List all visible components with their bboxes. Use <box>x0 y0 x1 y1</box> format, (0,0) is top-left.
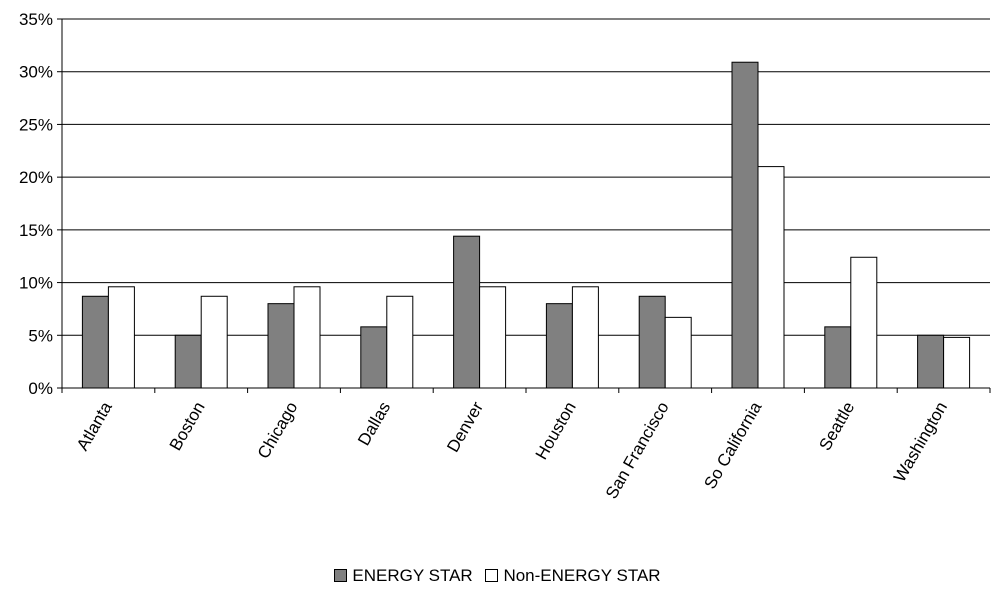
bar-non-energy-star <box>664 316 692 389</box>
y-tick-label: 5% <box>28 326 53 345</box>
y-tick-label: 20% <box>19 168 53 187</box>
legend: ENERGY STAR Non-ENERGY STAR <box>0 566 995 586</box>
bar-energy-star <box>81 295 109 389</box>
x-tick-label: Houston <box>532 399 580 463</box>
x-axis-tick-marks <box>61 388 991 393</box>
bar-energy-star <box>731 61 759 389</box>
bar-non-energy-star <box>943 336 971 389</box>
bar-energy-star <box>360 326 388 389</box>
y-axis-tick-labels: 0% 5% 10% 15% 20% 25% 30% 35% <box>19 10 53 398</box>
legend-label-non-energy-star: Non-ENERGY STAR <box>503 566 661 585</box>
bar-non-energy-star <box>107 286 135 389</box>
legend-label-energy-star: ENERGY STAR <box>352 566 473 585</box>
bar-energy-star <box>545 303 573 389</box>
x-tick-label: Chicago <box>254 399 302 463</box>
bar-non-energy-star <box>850 256 878 389</box>
legend-item-energy-star: ENERGY STAR <box>334 566 473 586</box>
bar-non-energy-star <box>479 286 507 389</box>
bar-non-energy-star <box>571 286 599 389</box>
x-axis-tick-labels: Atlanta Boston Chicago Dallas Denver Houston S… <box>73 398 951 502</box>
x-tick-label: Washington <box>890 399 951 486</box>
bar-energy-star <box>824 326 852 389</box>
y-tick-label: 35% <box>19 10 53 29</box>
x-tick-label: San Francisco <box>602 399 673 503</box>
x-tick-label: So California <box>700 398 765 492</box>
y-tick-label: 10% <box>19 274 53 293</box>
y-tick-label: 0% <box>28 379 53 398</box>
bars <box>81 61 971 389</box>
bar-energy-star <box>267 303 295 389</box>
bar-energy-star <box>174 334 202 389</box>
y-tick-label: 15% <box>19 221 53 240</box>
bar-non-energy-star <box>200 295 228 389</box>
legend-item-non-energy-star: Non-ENERGY STAR <box>485 566 661 586</box>
bar-energy-star <box>638 295 666 389</box>
x-tick-label: Atlanta <box>73 398 116 454</box>
x-tick-label: Seattle <box>815 399 858 454</box>
bar-non-energy-star <box>757 166 785 389</box>
y-tick-label: 30% <box>19 63 53 82</box>
bar-non-energy-star <box>386 295 414 389</box>
legend-swatch-energy-star <box>334 569 348 582</box>
x-tick-label: Boston <box>166 399 209 454</box>
legend-swatch-non-energy-star <box>485 569 499 582</box>
y-tick-label: 25% <box>19 115 53 134</box>
bar-energy-star <box>917 334 945 389</box>
x-tick-label: Denver <box>443 398 487 455</box>
bar-non-energy-star <box>293 286 321 389</box>
x-tick-label: Dallas <box>354 399 394 449</box>
bar-energy-star <box>453 235 481 389</box>
